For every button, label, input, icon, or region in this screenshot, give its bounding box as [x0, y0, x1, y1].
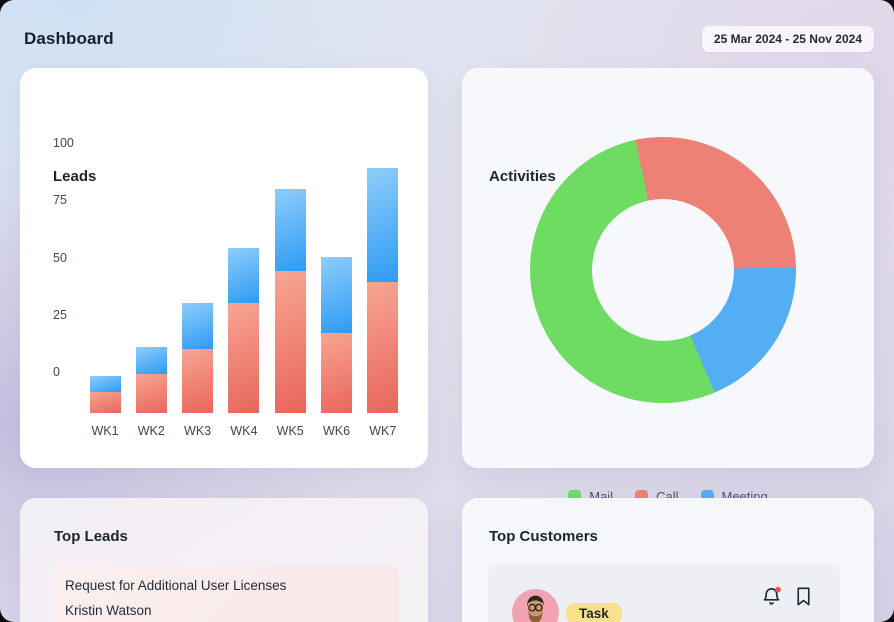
- x-axis-label-wk7: WK7: [369, 424, 397, 438]
- bar-segment-blue: [182, 303, 214, 349]
- activities-card: Activities Mail Call Meeting: [462, 68, 874, 504]
- header: Dashboard 25 Mar 2024 - 25 Nov 2024: [24, 25, 874, 53]
- x-axis-label-wk2: WK2: [137, 424, 165, 438]
- bar-segment-red: [274, 271, 306, 413]
- x-axis-label-wk1: WK1: [91, 424, 119, 438]
- x-axis-label-wk5: WK5: [276, 424, 304, 438]
- top-leads-card-title: Top Leads: [54, 528, 128, 545]
- person-photo-illustration: [512, 589, 559, 622]
- leads-card: Leads 100 75 50 25 0 WK1 WK2 WK3 WK4 WK5 WK6 WK7: [20, 68, 428, 468]
- bar-wk4: [228, 248, 260, 413]
- bar-wk7: [367, 167, 399, 413]
- bar-segment-red: [89, 392, 121, 413]
- bar-segment-red: [182, 348, 214, 413]
- x-axis-label-wk6: WK6: [322, 424, 351, 438]
- bar-wk6: [321, 257, 352, 413]
- bar-segment-red: [228, 303, 260, 413]
- lead-subject: Request for Additional User Licenses: [65, 578, 287, 593]
- donut-hole: [592, 199, 734, 341]
- bar-wk3: [182, 303, 214, 413]
- top-leads-card: Top Leads Request for Additional User Li…: [20, 498, 428, 622]
- bar-segment-red: [321, 332, 352, 413]
- bar-wk5: [274, 188, 306, 413]
- y-axis-tick-25: 25: [53, 307, 67, 322]
- customer-list-item[interactable]: Task: [488, 565, 840, 622]
- lead-contact-name: Kristin Watson: [65, 603, 152, 618]
- task-badge: Task: [566, 603, 622, 622]
- customer-avatar: [512, 589, 559, 622]
- top-customers-card: Top Customers Task: [462, 498, 874, 622]
- bar-segment-red: [135, 374, 167, 413]
- y-axis-tick-75: 75: [53, 193, 67, 208]
- page-title: Dashboard: [24, 29, 114, 48]
- bar-wk2: [135, 346, 167, 413]
- leads-card-title: Leads: [53, 168, 97, 185]
- x-axis-label-wk3: WK3: [184, 424, 212, 438]
- bookmark-icon[interactable]: [792, 585, 815, 608]
- leads-bar-chart: 100 75 50 25 0 WK1 WK2 WK3 WK4 WK5 WK6 WK7: [20, 68, 428, 468]
- x-axis-label-wk4: WK4: [230, 424, 258, 438]
- bar-segment-red: [367, 282, 399, 413]
- bar-segment-blue: [228, 248, 260, 304]
- bar-segment-blue: [135, 346, 167, 375]
- notification-dot: [775, 586, 781, 593]
- activities-donut-chart: [530, 137, 796, 403]
- y-axis-tick-0: 0: [53, 365, 60, 379]
- lead-list-item[interactable]: Request for Additional User Licenses Kri…: [51, 565, 399, 622]
- bar-segment-blue: [367, 167, 399, 283]
- y-axis-tick-50: 50: [53, 250, 67, 265]
- bar-segment-blue: [89, 376, 121, 393]
- date-range-chip[interactable]: 25 Mar 2024 - 25 Nov 2024: [701, 26, 874, 52]
- bar-segment-blue: [274, 188, 306, 272]
- bell-icon[interactable]: [760, 585, 783, 608]
- activities-card-title: Activities: [489, 168, 556, 185]
- bar-wk1: [89, 376, 121, 413]
- y-axis-tick-100: 100: [53, 136, 74, 150]
- bar-segment-blue: [321, 257, 352, 333]
- top-customers-card-title: Top Customers: [489, 528, 598, 545]
